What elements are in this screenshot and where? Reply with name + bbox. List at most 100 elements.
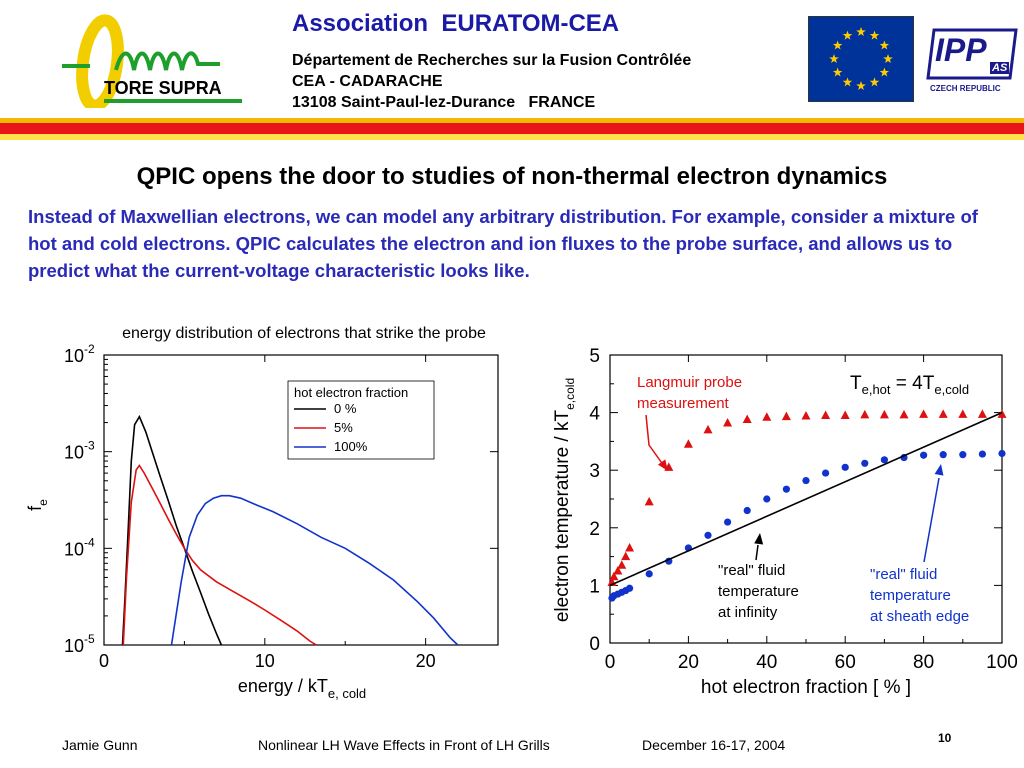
chart2-ytick-label: 2 bbox=[589, 519, 600, 540]
eu-star-icon bbox=[883, 54, 893, 63]
chart2-triangle-point bbox=[899, 409, 909, 419]
footer-talk: Nonlinear LH Wave Effects in Front of LH… bbox=[258, 737, 550, 753]
chart2-circle-point bbox=[861, 459, 869, 467]
chart2-circle-point bbox=[704, 531, 712, 539]
eu-star-icon bbox=[832, 67, 843, 77]
chart2-ylabel: electron temperature / kTe,cold bbox=[552, 378, 577, 622]
chart2-arrowhead-icon bbox=[754, 533, 764, 545]
chart1-ylabel: fe bbox=[25, 499, 50, 511]
ipp-logo-as: AS bbox=[990, 62, 1010, 74]
header-line-3: 13108 Saint-Paul-lez-Durance FRANCE bbox=[292, 94, 596, 111]
chart2-circle-point bbox=[782, 485, 791, 493]
chart1-series-line bbox=[170, 494, 459, 646]
chart2-annotation-text: at sheath edge bbox=[870, 608, 969, 625]
chart2-circle-point bbox=[920, 451, 928, 459]
chart2-triangle-point bbox=[801, 411, 811, 420]
chart1-legend bbox=[287, 380, 435, 460]
eu-star-icon bbox=[842, 77, 853, 87]
chart2-circle-point bbox=[822, 469, 830, 477]
chart2-xtick-label: 20 bbox=[678, 652, 699, 673]
eu-star-icon bbox=[879, 40, 890, 50]
chart2-triangle-point bbox=[617, 560, 627, 569]
eu-star-icon bbox=[856, 81, 866, 90]
chart2-triangle-point bbox=[919, 409, 929, 418]
chart-energy-distribution: energy distribution of electrons that st… bbox=[25, 325, 499, 701]
chart1-series-line bbox=[121, 414, 223, 646]
chart2-xtick-label: 80 bbox=[913, 652, 934, 673]
chart1-legend-label: 5% bbox=[334, 420, 353, 435]
chart2-ytick-label: 5 bbox=[589, 346, 600, 367]
chart1-ytick-label: 10-2 bbox=[64, 342, 95, 366]
chart2-xtick-label: 40 bbox=[756, 652, 777, 673]
chart2-ytick-label: 4 bbox=[589, 404, 600, 425]
ipp-country: CZECH REPUBLIC bbox=[930, 84, 1001, 93]
header-bar-red bbox=[0, 123, 1024, 134]
chart2-triangle-point bbox=[762, 412, 772, 421]
chart2-triangle-point bbox=[609, 571, 619, 581]
chart2-annotation-text: "real" fluid bbox=[718, 562, 785, 579]
logo-text: TORE SUPRA bbox=[104, 78, 222, 98]
chart2-circle-point bbox=[802, 476, 810, 485]
eu-star-icon bbox=[856, 27, 866, 36]
chart2-circle-point bbox=[645, 570, 653, 578]
chart2-circle-point bbox=[626, 584, 634, 592]
header-bar-yellow bbox=[0, 134, 1024, 140]
chart1-frame bbox=[103, 354, 499, 646]
chart2-circle-point bbox=[959, 451, 967, 459]
chart2-triangle-point bbox=[977, 409, 987, 418]
chart2-ytick-label: 3 bbox=[589, 461, 600, 482]
chart1-xtick-label: 20 bbox=[416, 651, 436, 671]
chart2-annotation-text: temperature bbox=[870, 587, 951, 604]
chart2-triangle-point bbox=[742, 414, 752, 424]
chart2-annotation-text: at infinity bbox=[718, 604, 778, 621]
chart-electron-temperature: 0 20 40 60 80 100 0 1 2 3 4 5 hot electron fraction … bbox=[552, 346, 1018, 698]
eu-star-icon bbox=[879, 67, 890, 77]
chart2-triangle-point bbox=[860, 409, 870, 419]
chart2-triangle-point bbox=[703, 424, 713, 434]
org-name: Association EURATOM-CEA bbox=[292, 10, 620, 37]
chart1-legend-title: hot electron fraction bbox=[294, 385, 408, 400]
chart1-xlabel: energy / kTe, cold bbox=[238, 676, 366, 701]
chart1-ytick-label: 10-5 bbox=[64, 632, 95, 656]
chart2-triangle-point bbox=[958, 409, 968, 418]
chart1-legend-label: 0 % bbox=[334, 401, 357, 416]
footer-author: Jamie Gunn bbox=[62, 737, 138, 753]
tore-supra-logo bbox=[60, 8, 280, 112]
chart2-circle-point bbox=[880, 456, 889, 464]
chart2-triangle-point bbox=[997, 409, 1007, 418]
chart2-annotation-text: temperature bbox=[718, 583, 799, 600]
chart2-fluid-line bbox=[609, 411, 1003, 587]
footer-date: December 16-17, 2004 bbox=[642, 737, 786, 753]
ipp-logo-text: IPP bbox=[935, 32, 987, 68]
chart1-xtick-label: 10 bbox=[255, 651, 275, 671]
chart2-circle-point bbox=[841, 463, 849, 471]
chart1-xtick-label: 0 bbox=[99, 651, 109, 671]
page-number: 10 bbox=[938, 731, 952, 745]
chart2-triangle-point bbox=[840, 410, 850, 419]
chart1-ytick-label: 10-3 bbox=[64, 439, 95, 463]
chart2-circle-point bbox=[978, 450, 987, 458]
eu-star-icon bbox=[829, 54, 839, 63]
chart2-circle-point bbox=[743, 506, 751, 515]
chart1-series-line bbox=[122, 464, 317, 646]
chart2-triangle-point bbox=[879, 409, 889, 419]
chart2-equation: Te,hot = 4Te,cold bbox=[850, 373, 969, 397]
chart2-annotation-arrow bbox=[755, 544, 759, 561]
chart2-triangle-point bbox=[621, 551, 631, 561]
chart2-circle-point bbox=[763, 495, 771, 503]
chart2-triangle-point bbox=[683, 439, 693, 448]
chart2-ytick-label: 0 bbox=[589, 634, 600, 655]
chart2-arrowhead-icon bbox=[657, 459, 668, 471]
eu-star-icon bbox=[869, 77, 880, 87]
eu-star-icon bbox=[869, 30, 880, 40]
chart2-annotation-text: Langmuir probe bbox=[637, 374, 742, 391]
chart2-triangle-point bbox=[723, 417, 733, 427]
slide-title: QPIC opens the door to studies of non-th… bbox=[136, 163, 888, 190]
chart2-annotation-arrow bbox=[645, 414, 665, 467]
eu-star-icon bbox=[842, 30, 853, 40]
chart2-triangle-point bbox=[613, 566, 623, 575]
ipp-logo bbox=[926, 26, 1020, 98]
eu-star-icon bbox=[832, 40, 843, 50]
chart2-xtick-label: 60 bbox=[835, 652, 856, 673]
